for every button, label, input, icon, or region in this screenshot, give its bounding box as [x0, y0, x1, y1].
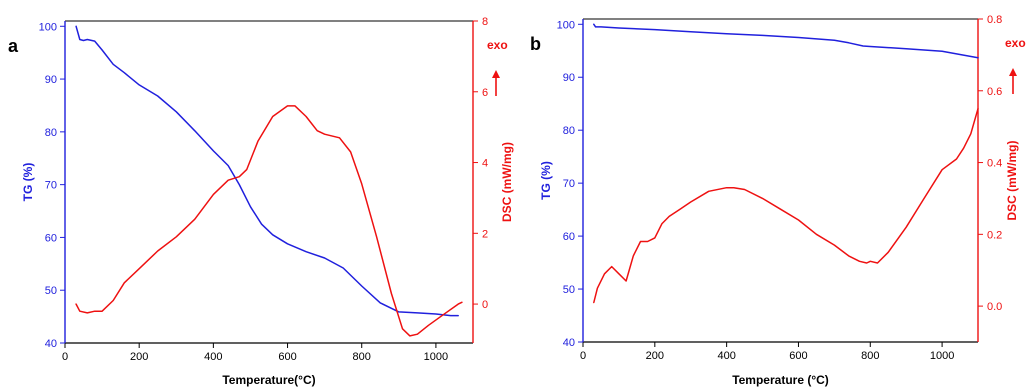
right-tick-label: 0.6	[987, 86, 1002, 98]
right-tick-label: 8	[482, 16, 488, 28]
x-tick-label: 400	[717, 350, 735, 362]
right-tick-label: 2	[482, 228, 488, 240]
left-tick-label: 70	[563, 178, 575, 190]
chart-panel-a: 0 200 400 600 800 100040506070809010002468Tem…	[8, 16, 514, 387]
right-tick-label: 4	[482, 158, 488, 170]
right-tick-label: 0.8	[987, 14, 1002, 26]
x-axis-title-close: )	[825, 373, 829, 387]
left-tick-label: 100	[39, 21, 57, 33]
x-axis-title-close: )	[312, 373, 316, 387]
x-tick-label: 800	[353, 351, 371, 363]
x-tick-label: 200	[130, 351, 148, 363]
right-tick-label: 0.4	[987, 158, 1002, 170]
tg-curve	[593, 23, 979, 59]
panel-label: b	[530, 34, 541, 54]
panel-label: a	[8, 36, 19, 56]
x-tick-label: 800	[861, 350, 879, 362]
x-tick-label: 0	[580, 350, 586, 362]
left-tick-label: 60	[563, 231, 575, 243]
x-tick-label: 0	[62, 351, 68, 363]
left-tick-label: 50	[45, 285, 57, 297]
x-tick-label: 400	[204, 351, 222, 363]
chart-panel-b: 0 200 400 600 800 1000 40 50 60 70 80 90 100 0.0 0.2 0.…	[530, 14, 1026, 387]
x-axis-title-text: Temperature(	[222, 373, 298, 387]
dsc-curve	[593, 107, 979, 304]
right-axis-title: DSC (mW/mg)	[1005, 141, 1019, 221]
x-tick-label: 600	[789, 350, 807, 362]
left-tick-label: 90	[563, 72, 575, 84]
left-tick-label: 60	[45, 232, 57, 244]
right-tick-label: 0	[482, 299, 488, 311]
x-tick-label: 200	[646, 350, 664, 362]
x-axis-title-unit: °C	[298, 373, 312, 387]
left-axis-title: TG (%)	[539, 161, 553, 200]
dsc-curve	[75, 105, 463, 337]
left-tick-label: 90	[45, 74, 57, 86]
x-axis-title-text: Temperature (	[732, 373, 811, 387]
x-tick-label: 600	[278, 351, 296, 363]
x-axis-title: Temperature (°C)	[732, 373, 829, 387]
x-axis-title: Temperature(°C)	[222, 373, 315, 387]
exo-label: exo	[487, 38, 508, 52]
left-tick-label: 40	[563, 337, 575, 349]
left-tick-label: 40	[45, 338, 57, 350]
right-axis-title: DSC (mW/mg)	[500, 142, 514, 222]
right-tick-label: 6	[482, 87, 488, 99]
right-tick-label: 0.0	[987, 301, 1002, 313]
left-tick-label: 80	[563, 125, 575, 137]
x-axis-title-unit: °C	[811, 373, 825, 387]
exo-label: exo	[1005, 36, 1026, 50]
left-tick-label: 80	[45, 127, 57, 139]
left-tick-label: 50	[563, 284, 575, 296]
right-tick-label: 0.2	[987, 229, 1002, 241]
left-tick-label: 70	[45, 180, 57, 192]
tg-curve	[75, 25, 459, 317]
left-axis-title: TG (%)	[21, 163, 35, 202]
x-tick-label: 1000	[424, 351, 448, 363]
x-tick-label: 1000	[930, 350, 954, 362]
left-tick-label: 100	[557, 19, 575, 31]
